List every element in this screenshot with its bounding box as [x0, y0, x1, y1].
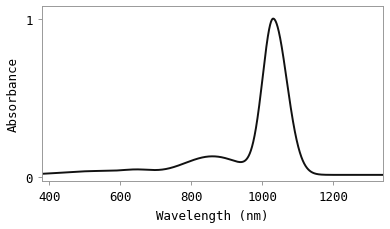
Y-axis label: Absorbance: Absorbance: [7, 57, 20, 132]
X-axis label: Wavelength (nm): Wavelength (nm): [156, 209, 269, 222]
